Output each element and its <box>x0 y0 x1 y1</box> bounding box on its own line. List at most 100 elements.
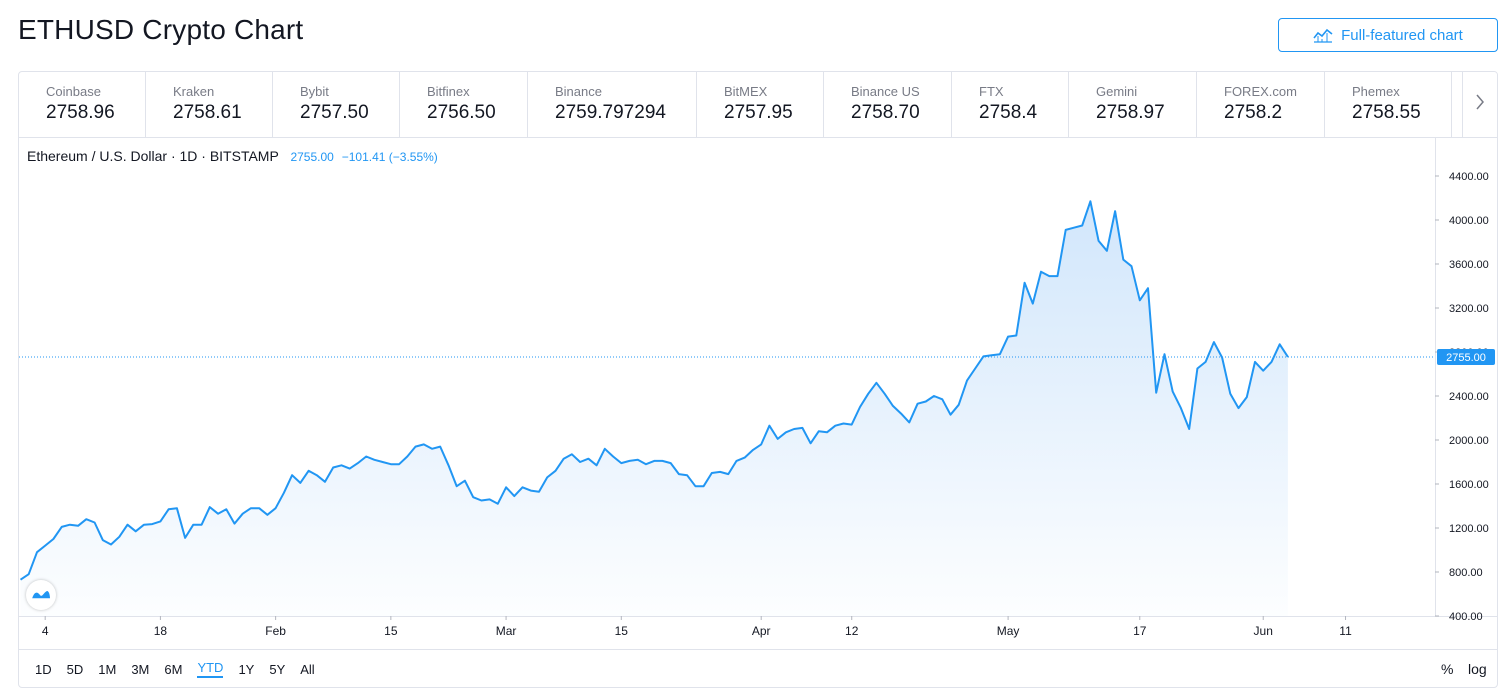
price-point <box>158 519 162 523</box>
price-point <box>35 550 39 554</box>
price-point <box>84 517 88 521</box>
price-point <box>1253 360 1257 364</box>
range-1m[interactable]: 1M <box>98 661 117 677</box>
price-point <box>924 400 928 404</box>
price-point <box>93 521 97 525</box>
y-tick-label: 2000.00 <box>1449 435 1489 447</box>
range-3m[interactable]: 3M <box>131 661 150 677</box>
price-point <box>496 502 500 506</box>
price-point <box>249 506 253 510</box>
x-tick-label: Apr <box>752 624 771 638</box>
price-point <box>545 475 549 479</box>
price-point <box>117 535 121 539</box>
price-point <box>1138 298 1142 302</box>
y-tick-label: 4400.00 <box>1449 171 1489 183</box>
exchange-binance[interactable]: Binance 2759.797294 <box>528 72 697 137</box>
exchange-coinbase[interactable]: Coinbase 2758.96 <box>19 72 146 137</box>
price-point <box>331 466 335 470</box>
price-point <box>430 447 434 451</box>
price-point <box>356 461 360 465</box>
price-point <box>463 479 467 483</box>
exchange-price: 2759.797294 <box>555 102 666 123</box>
price-chart[interactable]: 400.00 800.00 1200.00 1600.00 2000.00 2400.00… <box>19 138 1497 649</box>
price-point <box>397 462 401 466</box>
price-point <box>710 471 714 475</box>
y-tick-label: 2400.00 <box>1449 391 1489 403</box>
percent-scale-toggle[interactable]: % <box>1441 661 1454 677</box>
exchange-forex-com[interactable]: FOREX.com 2758.2 <box>1197 72 1325 137</box>
full-featured-chart-button[interactable]: Full-featured chart <box>1278 18 1498 52</box>
price-point <box>932 394 936 398</box>
price-point <box>389 462 393 466</box>
page-title: ETHUSD Crypto Chart <box>18 14 304 45</box>
exchange-gemini[interactable]: Gemini 2758.97 <box>1069 72 1197 137</box>
y-tick-label: 4000.00 <box>1449 215 1489 227</box>
range-all[interactable]: All <box>300 661 315 677</box>
price-point <box>784 430 788 434</box>
price-point <box>1245 395 1249 399</box>
exchange-binance-us[interactable]: Binance US 2758.70 <box>824 72 952 137</box>
price-point <box>1154 391 1158 395</box>
chart-line-icon <box>1313 27 1333 43</box>
price-point <box>809 441 813 445</box>
price-point <box>200 523 204 527</box>
exchange-bitmex[interactable]: BitMEX 2757.95 <box>697 72 824 137</box>
y-tick-label: 3200.00 <box>1449 303 1489 315</box>
price-point <box>101 538 105 542</box>
price-point <box>1105 249 1109 253</box>
exchange-ftx[interactable]: FTX 2758.4 <box>952 72 1069 137</box>
exchange-name: FOREX.com <box>1224 84 1297 99</box>
price-point <box>438 445 442 449</box>
exchange-phemex[interactable]: Phemex 2758.55 <box>1325 72 1452 137</box>
range-5y[interactable]: 5Y <box>269 661 286 677</box>
price-point <box>825 430 829 434</box>
price-point <box>175 506 179 510</box>
range-ytd[interactable]: YTD <box>197 660 224 678</box>
price-point <box>1228 392 1232 396</box>
price-point <box>167 507 171 511</box>
price-point <box>578 460 582 464</box>
price-point <box>233 522 237 526</box>
price-point <box>504 485 508 489</box>
price-point <box>718 470 722 474</box>
price-point <box>669 461 673 465</box>
price-point <box>109 543 113 547</box>
price-point <box>274 506 278 510</box>
price-point <box>949 413 953 417</box>
range-1y[interactable]: 1Y <box>238 661 255 677</box>
price-point <box>858 405 862 409</box>
price-point <box>800 426 804 430</box>
range-6m[interactable]: 6M <box>164 661 183 677</box>
price-point <box>1121 258 1125 262</box>
range-1d[interactable]: 1D <box>35 661 52 677</box>
price-point <box>1080 224 1084 228</box>
exchange-bybit[interactable]: Bybit 2757.50 <box>273 72 400 137</box>
price-point <box>792 427 796 431</box>
x-tick-label: Mar <box>496 624 517 638</box>
price-point <box>265 513 269 517</box>
price-point <box>372 458 376 462</box>
log-scale-toggle[interactable]: log <box>1468 661 1487 677</box>
exchange-name: Binance <box>555 84 602 99</box>
exchange-next-button[interactable] <box>1462 72 1497 137</box>
price-point <box>307 469 311 473</box>
price-point <box>965 379 969 383</box>
exchange-kraken[interactable]: Kraken 2758.61 <box>146 72 273 137</box>
price-point <box>957 403 961 407</box>
tradingview-logo-icon[interactable] <box>26 580 56 610</box>
price-point <box>1014 334 1018 338</box>
price-point <box>1088 199 1092 203</box>
x-tick-label: 15 <box>384 624 398 638</box>
price-point <box>414 445 418 449</box>
x-tick-label: 18 <box>154 624 168 638</box>
exchange-name: FTX <box>979 84 1004 99</box>
exchange-bitfinex[interactable]: Bitfinex 2756.50 <box>400 72 528 137</box>
price-point <box>282 491 286 495</box>
range-5d[interactable]: 5D <box>66 661 84 677</box>
series-legend: Ethereum / U.S. Dollar · 1D · BITSTAMP 2… <box>27 148 438 164</box>
price-point <box>1023 281 1027 285</box>
price-point <box>677 472 681 476</box>
price-point <box>1056 274 1060 278</box>
price-point <box>27 572 31 576</box>
price-point <box>603 447 607 451</box>
